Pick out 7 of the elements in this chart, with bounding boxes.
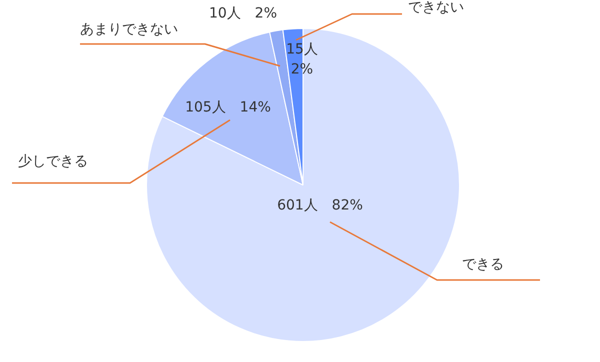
- slice-label: あまりできない: [80, 22, 178, 38]
- data-label: 105人 14%: [185, 100, 271, 116]
- slice-label: できない: [408, 0, 464, 16]
- slice-label: できる: [462, 256, 504, 273]
- data-label: 10人 2%: [208, 6, 278, 22]
- slice-label: 少しできる: [18, 154, 88, 170]
- data-label: 601人 82%: [277, 198, 363, 214]
